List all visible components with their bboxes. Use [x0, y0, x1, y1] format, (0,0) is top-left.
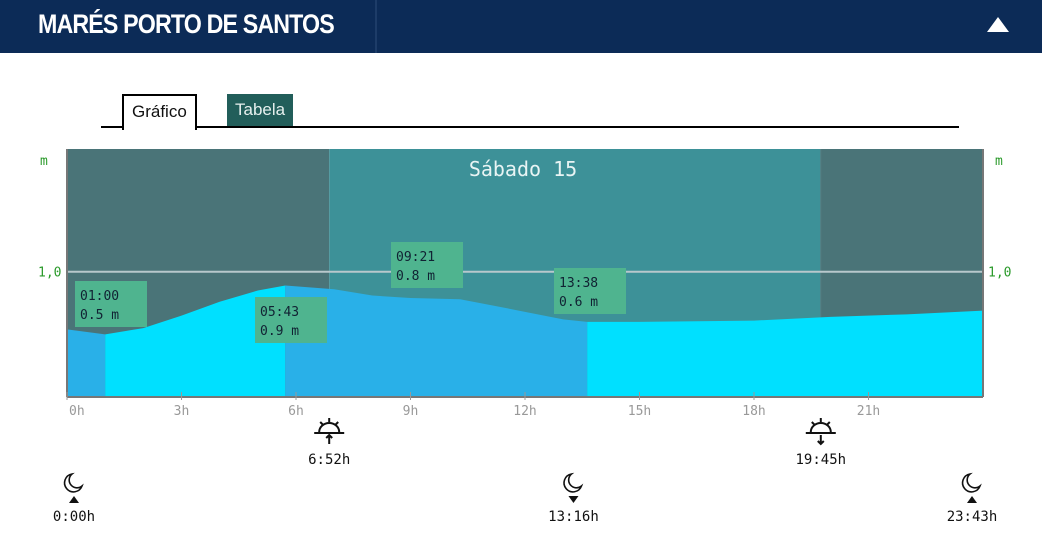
tide-time: 09:21 [396, 250, 435, 265]
arrow-icon [325, 433, 333, 444]
tide-height: 0.8 m [396, 269, 435, 284]
moonrise-arrow-icon [967, 496, 977, 503]
chart-title: Sábado 15 [469, 157, 577, 181]
tide-height: 0.5 m [80, 308, 119, 323]
moonset-time: 13:16h [548, 509, 599, 525]
tide-time: 13:38 [559, 276, 598, 291]
sunset-time: 19:45h [796, 452, 847, 468]
x-tick-label: 18h [742, 404, 765, 419]
arrow-icon [817, 435, 825, 446]
tide-area-segment [67, 329, 106, 397]
x-tick-label: 0h [69, 404, 85, 419]
header-bar: MARÉS PORTO DE SANTOS [0, 0, 1042, 53]
tab-underline [101, 126, 959, 128]
sunrise-icon [314, 418, 345, 434]
y-tick-label-right: 1,0 [988, 266, 1011, 281]
moonrise-time: 23:43h [947, 509, 998, 525]
tide-time: 01:00 [80, 289, 119, 304]
moonset-arrow-icon [568, 496, 579, 503]
moon-icon [961, 472, 982, 493]
x-tick-label: 3h [174, 404, 190, 419]
x-tick-label: 9h [403, 404, 419, 419]
page-title: MARÉS PORTO DE SANTOS [38, 9, 335, 39]
tab-grafico[interactable]: Gráfico [122, 94, 197, 130]
tide-time: 05:43 [260, 305, 299, 320]
y-tick-label: 1,0 [38, 266, 61, 281]
x-tick-label: 12h [513, 404, 536, 419]
header-divider [375, 0, 377, 53]
moonrise-time: 0:00h [53, 509, 95, 525]
tab-tabela[interactable]: Tabela [227, 94, 294, 126]
moon-icon [563, 472, 584, 493]
tide-label-box [255, 297, 327, 343]
sunrise-time: 6:52h [308, 452, 350, 468]
tide-area-segment [105, 285, 286, 397]
tide-height: 0.9 m [260, 324, 299, 339]
tide-label-box [554, 268, 626, 314]
x-tick-label: 6h [288, 404, 304, 419]
moonrise-arrow-icon [69, 496, 79, 503]
moon-icon [63, 472, 84, 493]
tide-label-box [391, 242, 463, 288]
y-axis-unit-right: m [995, 154, 1003, 169]
tide-area-segment [285, 285, 588, 397]
tide-area-segment [587, 310, 983, 397]
y-axis-unit: m [40, 154, 48, 169]
sunset-icon [805, 418, 836, 434]
tide-height: 0.6 m [559, 295, 598, 310]
x-tick-label: 15h [628, 404, 651, 419]
tide-label-box [75, 281, 147, 327]
collapse-toggle-icon[interactable] [987, 17, 1009, 32]
x-tick-label: 21h [857, 404, 880, 419]
